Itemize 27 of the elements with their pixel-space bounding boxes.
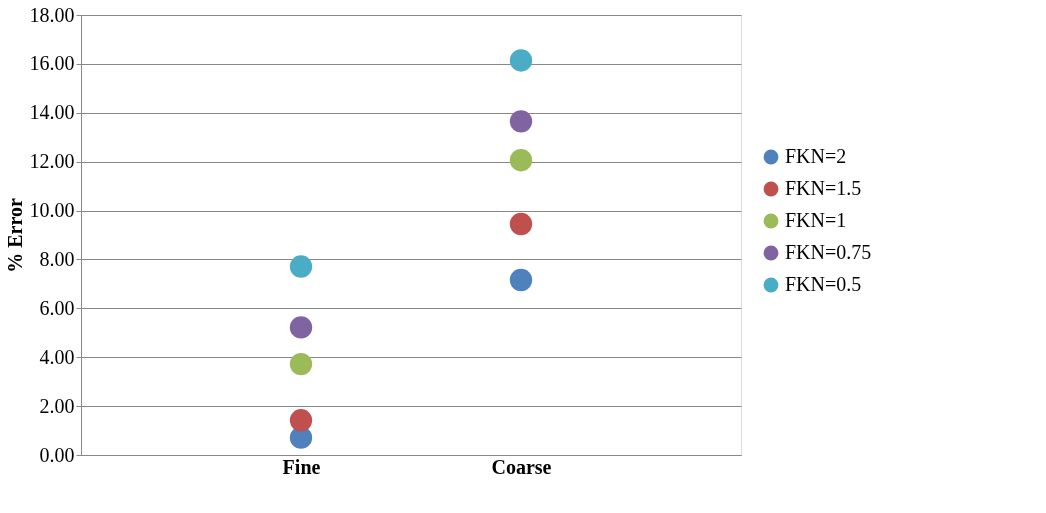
x-tick-label: Fine — [282, 455, 321, 478]
y-tick-label: 8.00 — [39, 247, 75, 270]
point — [289, 255, 313, 278]
y-tick-label: 14.00 — [29, 101, 75, 124]
point — [509, 49, 533, 72]
y-tick-label: 4.00 — [39, 345, 75, 368]
point — [509, 268, 533, 292]
x-tick-label: Coarse — [491, 455, 552, 478]
legend-label: FKN=0.75 — [785, 241, 872, 263]
legend-label: FKN=2 — [785, 145, 847, 167]
point — [289, 316, 313, 339]
y-tick-label: 0.00 — [39, 443, 75, 466]
y-tick-label: 6.00 — [39, 296, 75, 319]
legend-label: FKN=0.5 — [785, 273, 862, 295]
y-tick-label: 10.00 — [29, 199, 75, 222]
point — [509, 212, 533, 236]
y-tick-label: 18.00 — [29, 3, 75, 26]
y-tick-label: 16.00 — [29, 52, 75, 75]
point — [509, 149, 533, 172]
legend-label: FKN=1.5 — [785, 177, 862, 199]
y-tick-label: 2.00 — [39, 394, 75, 417]
point — [509, 110, 533, 133]
legend-label: FKN=1 — [785, 209, 847, 231]
y-axis-title: % Error — [3, 198, 26, 273]
y-tick-label: 12.00 — [29, 150, 75, 173]
point — [289, 352, 313, 376]
point — [289, 409, 313, 432]
